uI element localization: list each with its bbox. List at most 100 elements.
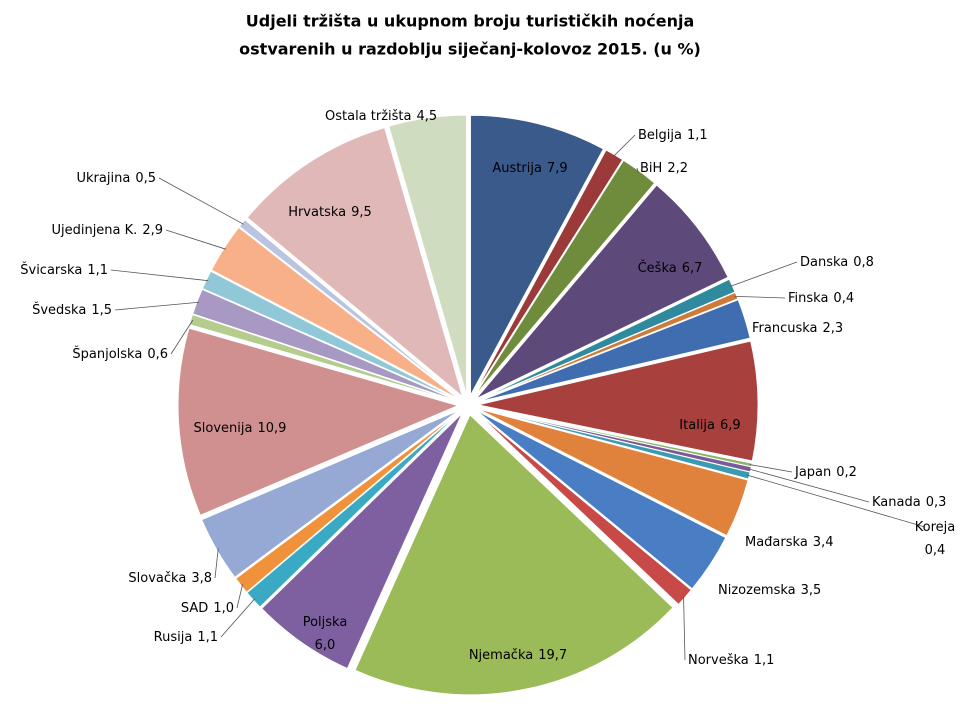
pie-slice — [475, 411, 693, 606]
category-label: Ostala tržišta — [325, 109, 412, 124]
leader-line — [747, 474, 926, 528]
data-label: Finska 0,4 — [788, 291, 854, 306]
leader-line — [613, 134, 636, 157]
data-label: Norveška 1,1 — [688, 653, 774, 668]
category-label: Ujedinjena K. — [51, 223, 137, 238]
data-label: BiH 2,2 — [640, 161, 688, 176]
leader-line — [749, 464, 793, 473]
pie-slice — [477, 408, 749, 537]
leader-line — [170, 319, 194, 355]
leader-line — [158, 177, 244, 225]
pie-slice — [477, 291, 739, 402]
leader-line — [748, 468, 870, 503]
pie-slice — [477, 340, 759, 462]
data-label: Švicarska 1,1 — [20, 262, 108, 278]
category-label: Švedska — [32, 302, 86, 318]
data-label: Poljska 6,0 — [303, 615, 348, 653]
value-label: 0,3 — [926, 495, 947, 510]
data-label: Francuska 2,3 — [752, 321, 843, 336]
pie-slice — [472, 149, 624, 397]
data-label: Njemačka 19,7 — [469, 648, 567, 663]
pie-slice — [476, 410, 727, 590]
pie-slice — [260, 412, 463, 670]
value-label: 10,9 — [258, 421, 287, 436]
value-label: 19,7 — [538, 648, 567, 663]
value-label: 3,8 — [191, 571, 212, 586]
data-label: Ostala tržišta 4,5 — [325, 109, 437, 124]
pie-slice — [177, 327, 460, 516]
pie-slice — [201, 270, 460, 402]
value-label: 6,9 — [720, 418, 741, 433]
data-label: Nizozemska 3,5 — [718, 583, 821, 598]
pie-slice — [246, 127, 464, 399]
value-label: 1,5 — [91, 303, 112, 318]
leader-line — [220, 598, 256, 638]
value-label: 1,0 — [213, 601, 234, 616]
leader-line — [636, 167, 639, 173]
value-label: 3,4 — [813, 535, 834, 550]
category-label: Belgija — [638, 128, 682, 143]
leader-line — [734, 295, 786, 299]
pie-slice — [475, 184, 729, 400]
value-label: 0,6 — [147, 347, 168, 362]
category-label: Švicarska — [20, 262, 82, 278]
category-label: Rusija — [154, 630, 193, 645]
data-label: Mađarska 3,4 — [745, 535, 833, 550]
leader-line — [214, 548, 219, 579]
category-label: Japan — [794, 465, 831, 480]
data-label: Austrija 7,9 — [492, 161, 567, 176]
pie-slice — [201, 409, 460, 579]
value-label: 2,2 — [667, 161, 688, 176]
category-label: Nizozemska — [718, 583, 796, 598]
category-label: Poljska — [303, 615, 348, 630]
category-label: Austrija — [492, 161, 542, 176]
category-label: Španjolska — [72, 346, 142, 362]
leader-line — [110, 269, 209, 282]
category-label: Hrvatska — [288, 205, 346, 220]
value-label: 3,5 — [801, 583, 822, 598]
value-label: 0,2 — [836, 465, 857, 480]
category-label: Ukrajina — [77, 171, 131, 186]
data-label: Kanada 0,3 — [872, 495, 946, 510]
value-label: 1,1 — [197, 630, 218, 645]
value-label: 1,1 — [687, 128, 708, 143]
category-label: BiH — [640, 161, 662, 176]
data-label: Češka 6,7 — [638, 260, 703, 276]
leader-line — [114, 301, 199, 311]
category-label: Njemačka — [469, 648, 533, 663]
value-label: 9,5 — [351, 205, 372, 220]
category-label: Češka — [638, 260, 677, 276]
leader-line — [683, 595, 686, 661]
category-label: Danska — [800, 255, 848, 270]
data-label: Švedska 1,5 — [32, 302, 112, 318]
chart-title: ostvarenih u razdoblju siječanj-kolovoz … — [239, 40, 701, 59]
pie-slice — [477, 299, 751, 403]
category-label: SAD — [181, 601, 208, 616]
data-label: Španjolska 0,6 — [72, 346, 168, 362]
category-label: Norveška — [688, 653, 749, 668]
data-label: SAD 1,0 — [181, 601, 234, 616]
pie-slice — [354, 413, 674, 696]
leader-line — [236, 584, 243, 609]
pie-slice — [388, 114, 468, 396]
data-label: Hrvatska 9,5 — [288, 205, 372, 220]
pie-slice — [473, 159, 656, 398]
chart-title: Udjeli tržišta u ukupnom broju turističk… — [246, 12, 694, 31]
pie-slice — [210, 226, 460, 401]
category-label: Kanada — [872, 495, 921, 510]
category-label: Finska — [788, 291, 828, 306]
pie-slice — [469, 114, 605, 396]
category-label: Slovenija — [194, 421, 253, 436]
category-label: Francuska — [752, 321, 818, 336]
data-label: Belgija 1,1 — [638, 128, 708, 143]
value-label: 0,4 — [833, 291, 854, 306]
value-label: 6,7 — [682, 261, 703, 276]
data-label: Japan 0,2 — [794, 465, 857, 480]
data-label: Slovenija 10,9 — [194, 421, 287, 436]
pie-slice — [234, 410, 461, 593]
value-label: 6,0 — [315, 638, 336, 653]
value-label: 1,1 — [87, 263, 108, 278]
data-label: Danska 0,8 — [800, 255, 874, 270]
data-label: Slovačka 3,8 — [128, 571, 212, 586]
